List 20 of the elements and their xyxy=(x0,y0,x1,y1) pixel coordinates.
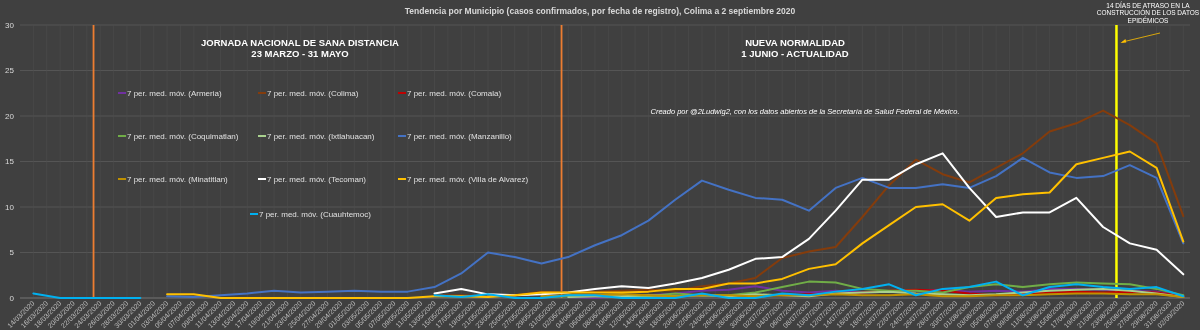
annotation: JORNADA NACIONAL DE SANA DISTANCIA 23 MARZO - 31 MAYO xyxy=(201,37,400,59)
legend-label: 7 per. med. móv. (Armeria) xyxy=(127,88,222,98)
y-tick-label: 0 xyxy=(9,293,15,303)
legend-label: 7 per. med. móv. (Tecoman) xyxy=(267,174,367,184)
y-tick-label: 25 xyxy=(5,66,15,76)
y-tick-label: 10 xyxy=(5,202,15,212)
legend-label: 7 per. med. móv. (Minatitlan) xyxy=(127,174,229,184)
legend-label: 7 per. med. móv. (Comala) xyxy=(407,88,502,98)
chart-title: Tendencia por Municipio (casos confirmados, por fecha de registro), Colima a 2 septiembre 2020 xyxy=(404,6,796,16)
legend-label: 7 per. med. móv. (Colima) xyxy=(267,88,359,98)
annotation: NUEVA NORMALIDAD 1 JUNIO - ACTUALIDAD xyxy=(741,37,849,59)
y-tick-label: 5 xyxy=(9,248,15,258)
legend-label: 7 per. med. móv. (Cuauhtemoc) xyxy=(259,209,372,219)
legend-label: 7 per. med. móv. (Villa de Alvarez) xyxy=(407,174,529,184)
y-tick-label: 15 xyxy=(5,157,15,167)
y-tick-label: 20 xyxy=(5,111,15,121)
legend-label: 7 per. med. móv. (Coquimatlan) xyxy=(127,131,239,141)
y-tick-label: 30 xyxy=(5,20,15,30)
legend-label: 7 per. med. móv. (Manzanillo) xyxy=(407,131,513,141)
legend-label: 7 per. med. móv. (Ixtlahuacan) xyxy=(267,131,375,141)
